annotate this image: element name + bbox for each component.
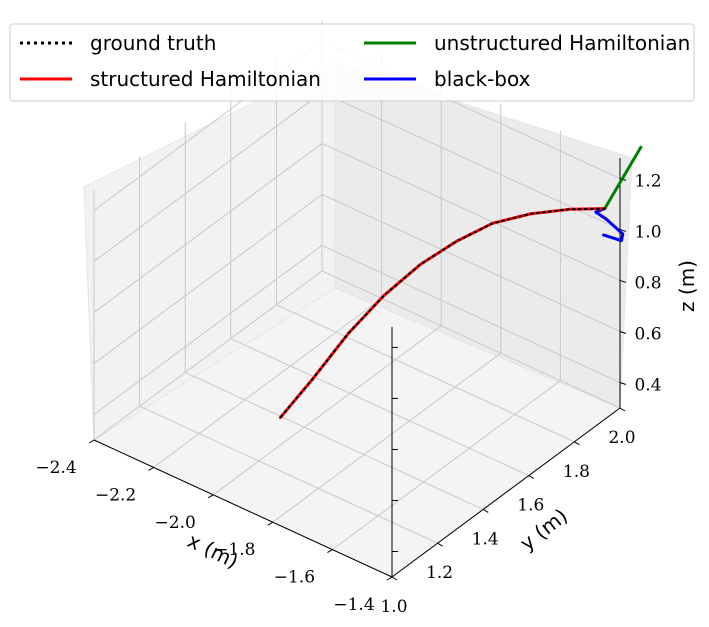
z-tick-label: 0.6 [634, 324, 661, 344]
grid-line-x-floor [212, 325, 442, 496]
grid-line-z-left [321, 194, 621, 332]
grid-line-y-floor [321, 270, 621, 409]
z-tick-label: 0.4 [634, 375, 661, 395]
series-layer [278, 145, 643, 420]
grid-line-z-right [93, 245, 323, 415]
series-line-black-box [594, 207, 625, 243]
legend-label-unstructured: unstructured Hamiltonian [434, 31, 690, 55]
legend-label-ground-truth: ground truth [90, 31, 216, 55]
y-tick-mark [619, 407, 626, 412]
grid-line-x-floor [272, 352, 502, 523]
legend-label-black-box: black-box [434, 67, 531, 91]
y-tick-mark [437, 542, 443, 547]
grid-line-z-right [93, 194, 323, 364]
z-tick-mark-outer [619, 279, 627, 283]
z-tick-label: 1.2 [634, 171, 661, 191]
z-tick-mark-outer [619, 228, 627, 232]
grid-lines [93, 21, 621, 578]
series-line-ground-truth [279, 207, 606, 419]
x-tick-mark [327, 549, 333, 554]
z-tick-mark-outer [619, 330, 627, 334]
x-tick-label: −2.2 [95, 485, 136, 505]
y-tick-mark [391, 576, 398, 581]
y-tick-label: 1.0 [380, 597, 407, 617]
y-tick-label: 1.8 [563, 462, 590, 482]
z-tick-label: 0.8 [634, 273, 661, 293]
grid-line-x-floor [153, 297, 382, 468]
y-tick-mark [574, 441, 580, 446]
x-axis-line [93, 439, 393, 578]
grid-line-z-right [93, 92, 323, 262]
grid-line-z-left [321, 245, 621, 383]
legend-frame [9, 23, 695, 102]
x-tick-label: −1.6 [274, 568, 315, 588]
z-axis-label: z (m) [675, 260, 699, 312]
x-axis-label: x (m) [184, 528, 242, 573]
grid-line-z-right [93, 143, 323, 313]
grid-line-x-floor [93, 270, 323, 441]
y-axis-line [391, 407, 621, 578]
z-tick-label: 1.0 [634, 222, 661, 242]
tick-labels: −1.4 −1.6 −1.8 −2.0 −2.2 −2.4 1.0 1.2 1.4 1.6 1.8 2… [35, 171, 661, 617]
grid-line-z-left [321, 142, 621, 281]
axis-lines [88, 158, 627, 581]
series-line-unstructured-Hamiltonian [603, 145, 643, 211]
y-tick-mark [528, 475, 535, 480]
x-tick-mark [267, 521, 274, 526]
y-tick-label: 1.2 [426, 563, 453, 583]
grid-line-x-floor [332, 380, 561, 551]
z-tick-mark-outer [619, 382, 627, 385]
grid-line-y-floor [276, 304, 575, 443]
grid-line-y-floor [139, 405, 438, 544]
x-tick-label: −1.8 [214, 540, 255, 560]
x-tick-mark [207, 494, 214, 499]
legend: ground truth structured Hamiltonian unst… [9, 23, 695, 102]
grid-line-y-floor [230, 338, 530, 477]
x-tick-mark [148, 466, 154, 471]
y-tick-label: 2.0 [608, 428, 635, 448]
legend-label-structured: structured Hamiltonian [90, 67, 321, 91]
x-tick-label: −1.4 [333, 595, 374, 615]
grid-line-y-floor [184, 371, 484, 510]
y-tick-label: 1.6 [517, 496, 544, 516]
x-tick-label: −2.4 [35, 458, 76, 478]
grid-line-z-left [321, 91, 621, 230]
x-tick-label: −2.0 [155, 513, 196, 533]
x-tick-mark [88, 439, 95, 444]
y-tick-label: 1.4 [472, 529, 499, 549]
x-tick-mark [386, 576, 393, 581]
y-tick-mark [482, 508, 489, 513]
